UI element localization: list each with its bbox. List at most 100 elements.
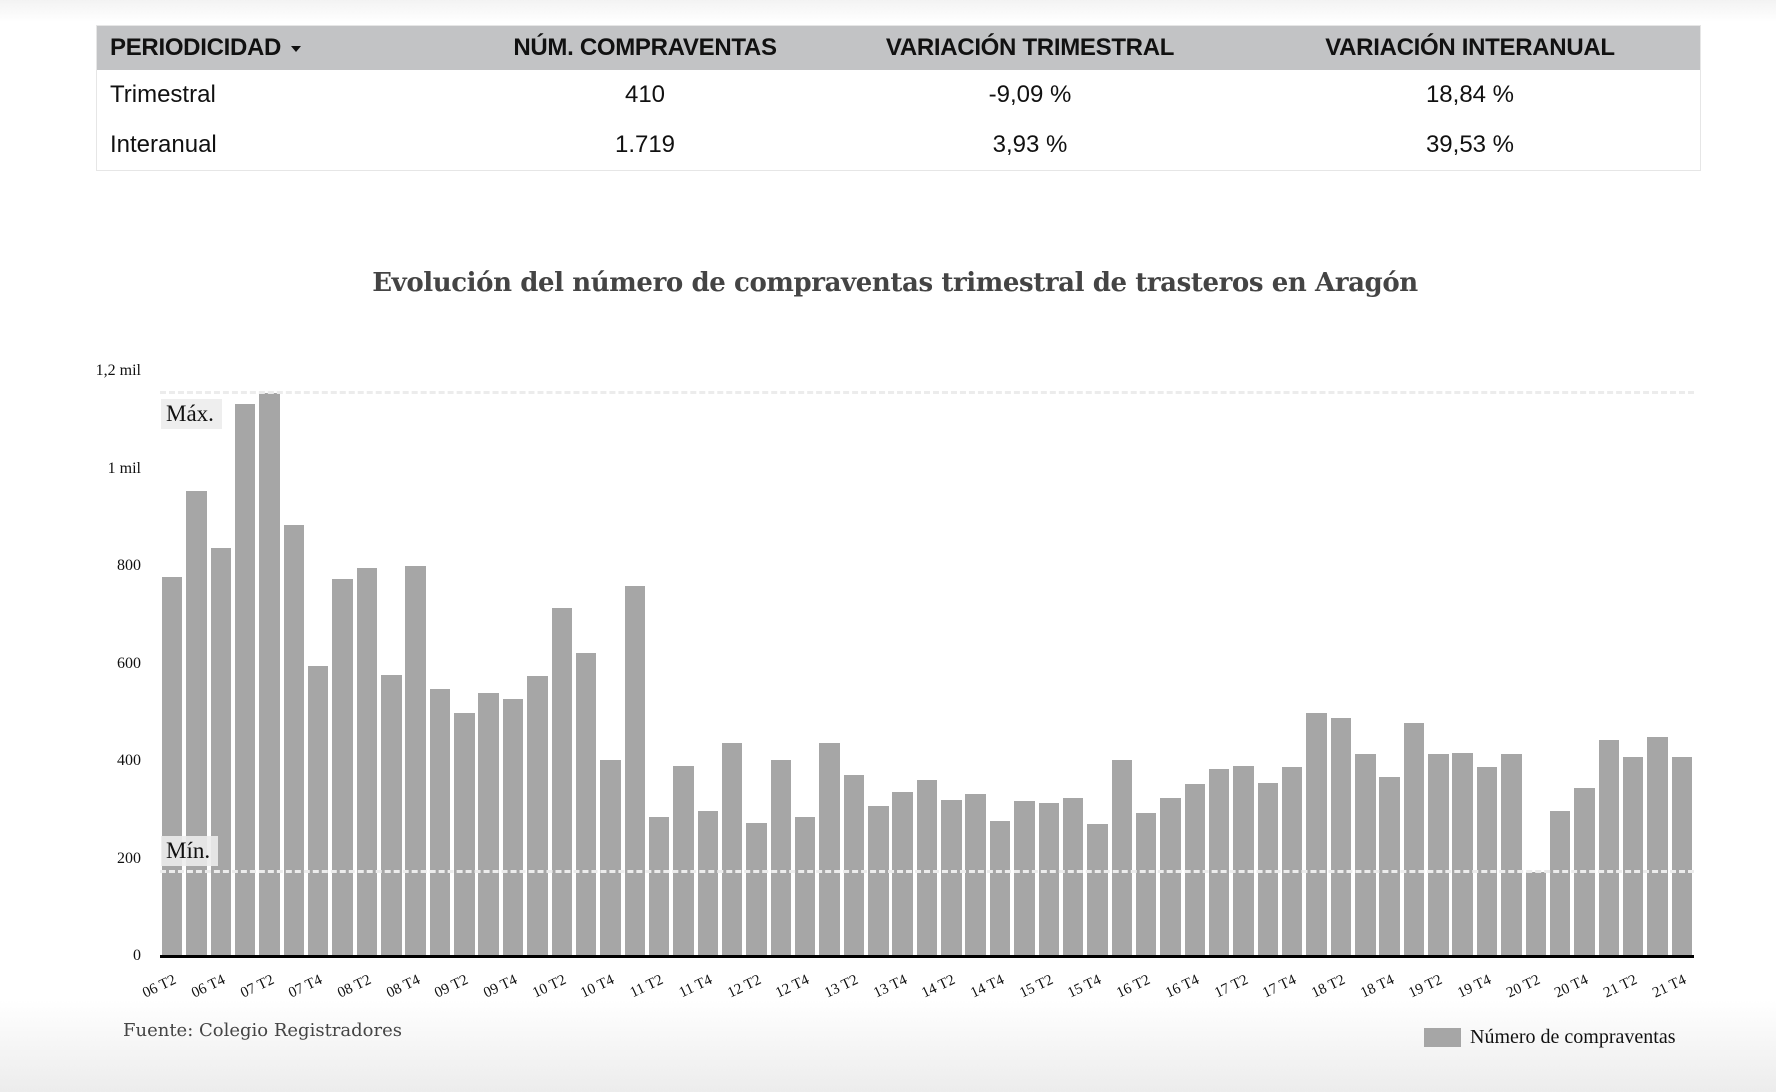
bar[interactable] bbox=[1062, 797, 1084, 957]
bar[interactable] bbox=[405, 565, 426, 957]
bar[interactable] bbox=[1501, 754, 1522, 957]
min-reference-line bbox=[160, 870, 1694, 874]
cell-var-trimestral: -9,09 % bbox=[988, 81, 1072, 108]
y-tick-label: 1 mil bbox=[107, 459, 141, 477]
x-tick-label: 08 T4 bbox=[383, 972, 423, 1002]
bar[interactable] bbox=[819, 743, 840, 957]
x-tick-label: 08 T2 bbox=[335, 972, 374, 1002]
bar[interactable] bbox=[989, 821, 1011, 957]
cell-compraventas: 1.719 bbox=[614, 131, 676, 158]
bar[interactable] bbox=[1208, 769, 1230, 957]
bar[interactable] bbox=[210, 547, 232, 957]
bar[interactable] bbox=[1622, 756, 1644, 957]
header-var-trimestral[interactable]: VARIACIÓN TRIMESTRAL bbox=[820, 25, 1240, 70]
bar[interactable] bbox=[381, 675, 402, 957]
bar[interactable] bbox=[1379, 777, 1400, 957]
bar[interactable] bbox=[1160, 797, 1181, 957]
bar[interactable] bbox=[1014, 801, 1035, 957]
x-tick-label: 21 T2 bbox=[1601, 972, 1640, 1002]
bar[interactable] bbox=[161, 576, 183, 957]
bar[interactable] bbox=[1306, 712, 1327, 957]
bar[interactable] bbox=[721, 743, 743, 957]
bar[interactable] bbox=[1355, 754, 1376, 957]
header-label: PERIODICIDAD bbox=[110, 34, 282, 61]
bar[interactable] bbox=[965, 794, 986, 957]
bar[interactable] bbox=[941, 799, 962, 957]
bar[interactable] bbox=[1403, 723, 1425, 957]
x-tick-label: 16 T4 bbox=[1162, 972, 1202, 1002]
x-tick-label: 11 T4 bbox=[676, 972, 715, 1002]
bar[interactable] bbox=[1452, 753, 1473, 957]
bar[interactable] bbox=[1135, 813, 1157, 957]
bar[interactable] bbox=[1647, 737, 1668, 957]
x-tick-label: 17 T4 bbox=[1260, 972, 1299, 1002]
legend-swatch bbox=[1424, 1028, 1461, 1047]
bar[interactable] bbox=[624, 586, 646, 957]
sort-dropdown-icon[interactable] bbox=[291, 45, 302, 52]
bar[interactable] bbox=[1671, 757, 1693, 957]
bar[interactable] bbox=[283, 524, 305, 957]
bar[interactable] bbox=[600, 760, 621, 957]
x-tick-label: 13 T2 bbox=[822, 972, 861, 1002]
source-note: Fuente: Colegio Registradores bbox=[123, 1020, 402, 1041]
bar[interactable] bbox=[770, 760, 792, 957]
bar[interactable] bbox=[746, 823, 767, 957]
bar[interactable] bbox=[575, 652, 597, 957]
bar[interactable] bbox=[648, 816, 670, 957]
bar[interactable] bbox=[916, 779, 938, 957]
bar[interactable] bbox=[843, 774, 865, 957]
bar[interactable] bbox=[1087, 824, 1108, 957]
bar[interactable] bbox=[308, 665, 329, 957]
x-tick-label: 12 T2 bbox=[724, 972, 764, 1002]
bar[interactable] bbox=[551, 608, 572, 957]
bar[interactable] bbox=[259, 393, 280, 957]
y-tick-label: 800 bbox=[117, 557, 141, 574]
x-tick-label: 14 T4 bbox=[968, 972, 1007, 1002]
header-var-interanual[interactable]: VARIACIÓN INTERANUAL bbox=[1240, 25, 1701, 70]
header-periodicidad[interactable]: PERIODICIDAD bbox=[96, 25, 470, 70]
x-tick-label: 19 T2 bbox=[1406, 972, 1446, 1002]
max-reference-line bbox=[160, 391, 1694, 395]
x-tick-label: 07 T4 bbox=[286, 972, 326, 1002]
bar[interactable] bbox=[868, 806, 889, 957]
bar[interactable] bbox=[234, 403, 256, 957]
bar[interactable] bbox=[1598, 739, 1619, 957]
bar[interactable] bbox=[1257, 782, 1279, 957]
header-compraventas[interactable]: NÚM. COMPRAVENTAS bbox=[470, 25, 820, 70]
bar[interactable] bbox=[1549, 811, 1571, 957]
table-header-row: PERIODICIDAD NÚM. COMPRAVENTAS VARIACIÓN… bbox=[96, 25, 1701, 70]
x-tick-label: 10 T4 bbox=[578, 972, 618, 1002]
min-label: Mín. bbox=[161, 836, 219, 867]
bar[interactable] bbox=[1428, 754, 1449, 957]
bar[interactable] bbox=[1282, 766, 1303, 957]
bar[interactable] bbox=[1038, 802, 1059, 957]
bar[interactable] bbox=[429, 688, 451, 957]
bar[interactable] bbox=[1476, 766, 1498, 957]
y-tick-label: 200 bbox=[117, 849, 141, 867]
x-tick-label: 06 T2 bbox=[140, 972, 179, 1002]
x-tick-label: 13 T4 bbox=[870, 972, 910, 1002]
bar[interactable] bbox=[1233, 765, 1254, 957]
legend[interactable]: Número de compraventas bbox=[1424, 1026, 1675, 1049]
bar[interactable] bbox=[1111, 760, 1133, 957]
legend-label: Número de compraventas bbox=[1470, 1026, 1676, 1048]
bar[interactable] bbox=[478, 693, 499, 957]
x-tick-label: 11 T2 bbox=[627, 972, 666, 1002]
x-tick-label: 20 T4 bbox=[1552, 972, 1592, 1002]
bar[interactable] bbox=[795, 816, 816, 957]
bar[interactable] bbox=[892, 791, 913, 957]
cell-compraventas: 410 bbox=[624, 81, 666, 108]
bar[interactable] bbox=[697, 811, 719, 957]
y-tick-label: 400 bbox=[117, 752, 141, 769]
bar[interactable] bbox=[502, 699, 524, 957]
bar[interactable] bbox=[356, 567, 378, 957]
y-tick-label: 1,2 mil bbox=[95, 362, 141, 379]
bar[interactable] bbox=[1330, 718, 1352, 957]
bar[interactable] bbox=[454, 712, 475, 957]
bar[interactable] bbox=[1525, 872, 1546, 957]
bar[interactable] bbox=[527, 676, 548, 957]
bar[interactable] bbox=[332, 579, 353, 957]
bar[interactable] bbox=[673, 765, 694, 957]
bar[interactable] bbox=[186, 490, 207, 957]
